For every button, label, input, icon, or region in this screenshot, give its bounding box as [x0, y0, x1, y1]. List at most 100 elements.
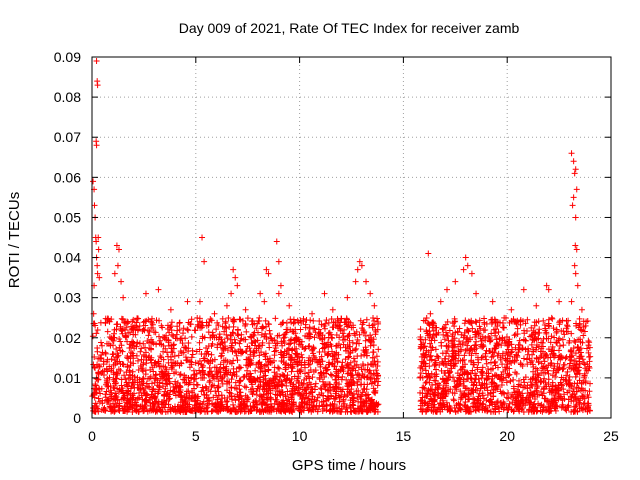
data-point — [134, 327, 141, 334]
data-point — [205, 322, 212, 329]
data-point — [464, 342, 471, 349]
data-point — [330, 383, 337, 390]
data-point — [446, 374, 453, 381]
data-point — [366, 367, 373, 374]
data-point — [529, 332, 536, 339]
data-point — [450, 342, 457, 349]
data-point — [134, 374, 141, 381]
data-point — [374, 315, 381, 322]
data-point — [145, 332, 152, 339]
data-point — [344, 333, 351, 340]
data-point — [351, 358, 358, 365]
data-point — [423, 314, 430, 321]
data-point — [542, 379, 549, 386]
data-point — [110, 337, 117, 344]
data-point — [367, 338, 374, 345]
data-point — [423, 347, 430, 354]
data-point — [432, 377, 439, 384]
data-point — [443, 399, 450, 406]
data-point — [206, 379, 213, 386]
data-point — [243, 362, 250, 369]
data-point — [185, 327, 192, 334]
data-point — [236, 364, 243, 371]
data-point — [528, 341, 535, 348]
data-point — [322, 365, 329, 372]
data-point — [448, 357, 455, 364]
data-point — [148, 315, 155, 322]
data-point — [169, 363, 176, 370]
data-point — [451, 363, 458, 370]
data-point — [103, 340, 110, 347]
data-point — [434, 385, 441, 392]
data-point — [430, 407, 437, 414]
data-point — [567, 348, 574, 355]
data-point — [487, 338, 494, 345]
data-point — [427, 310, 434, 317]
data-point — [516, 337, 523, 344]
data-point — [205, 395, 212, 402]
data-point — [230, 316, 237, 323]
data-point — [538, 339, 545, 346]
data-point — [230, 401, 237, 408]
data-point — [288, 364, 295, 371]
data-point — [345, 362, 352, 369]
data-point — [202, 408, 209, 415]
data-point — [432, 359, 439, 366]
data-point — [561, 395, 568, 402]
data-point — [142, 344, 149, 351]
data-point — [501, 390, 508, 397]
data-point — [237, 378, 244, 385]
data-point — [120, 294, 127, 301]
data-point — [117, 367, 124, 374]
data-point — [222, 318, 229, 325]
data-point — [504, 361, 511, 368]
data-point — [548, 348, 555, 355]
data-point — [344, 294, 351, 301]
data-point — [515, 405, 522, 412]
data-point — [91, 320, 98, 327]
data-point — [138, 356, 145, 363]
data-point — [545, 316, 552, 323]
data-point — [418, 344, 425, 351]
data-point — [302, 394, 309, 401]
data-point — [569, 391, 576, 398]
data-point — [441, 404, 448, 411]
data-point — [332, 390, 339, 397]
data-point — [563, 380, 570, 387]
data-point — [531, 408, 538, 415]
data-point — [300, 315, 307, 322]
data-point — [163, 336, 170, 343]
data-point — [207, 334, 214, 341]
data-point — [129, 325, 136, 332]
plot-frame — [91, 56, 612, 419]
data-point — [296, 390, 303, 397]
data-point — [198, 322, 205, 329]
data-point — [233, 368, 240, 375]
data-point — [309, 374, 316, 381]
data-point — [367, 290, 374, 297]
data-point — [251, 329, 258, 336]
data-point — [221, 328, 228, 335]
data-point — [434, 408, 441, 415]
data-point — [372, 378, 379, 385]
data-point — [550, 367, 557, 374]
data-point — [340, 333, 347, 340]
data-point — [175, 352, 182, 359]
data-point — [506, 353, 513, 360]
data-point — [333, 366, 340, 373]
data-point — [199, 234, 206, 241]
data-point — [283, 376, 290, 383]
data-point — [189, 408, 196, 415]
data-point — [339, 337, 346, 344]
data-point — [468, 320, 475, 327]
data-point — [473, 319, 480, 326]
y-tick-label: 0 — [73, 410, 81, 426]
data-point — [337, 344, 344, 351]
data-point — [441, 336, 448, 343]
data-point — [258, 331, 265, 338]
data-point — [485, 370, 492, 377]
data-point — [174, 323, 181, 330]
data-point — [445, 353, 452, 360]
data-point — [306, 342, 313, 349]
data-point — [114, 321, 121, 328]
